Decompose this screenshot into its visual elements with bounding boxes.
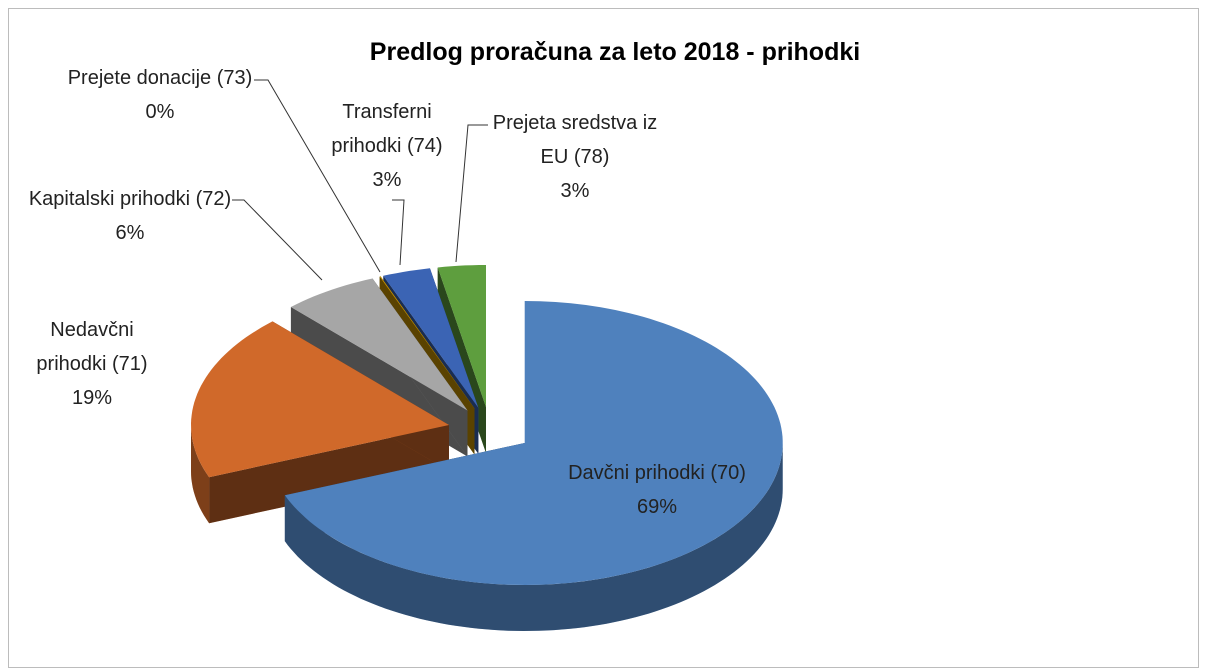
category-label: Nedavčni prihodki (71) bbox=[36, 319, 148, 375]
slice-top bbox=[284, 301, 783, 585]
value-label: 0% bbox=[145, 101, 175, 123]
data-label: Nedavčni prihodki (71) 19% bbox=[17, 313, 167, 415]
category-label: Prejete donacije (73) bbox=[67, 67, 253, 89]
slice-top bbox=[191, 321, 449, 478]
value-label: 19% bbox=[71, 387, 113, 409]
slice bbox=[191, 321, 449, 524]
leader-lines bbox=[232, 79, 488, 281]
leader-line bbox=[254, 79, 381, 273]
data-label: Transferni prihodki (74) 3% bbox=[312, 95, 462, 197]
value-label: 6% bbox=[115, 222, 145, 244]
data-label: Kapitalski prihodki (72) 6% bbox=[28, 182, 233, 250]
slice-wall-shade bbox=[191, 425, 210, 524]
data-label: Davčni prihodki (70) 69% bbox=[557, 456, 757, 524]
chart bbox=[191, 79, 783, 631]
slice-wall-shade bbox=[284, 443, 783, 631]
category-label: Kapitalski prihodki (72) bbox=[28, 188, 232, 210]
value-label: 69% bbox=[636, 496, 678, 518]
slice-wall bbox=[191, 425, 210, 524]
slice-top bbox=[383, 268, 479, 408]
category-label: Prejeta sredstva iz EU (78) bbox=[492, 112, 658, 168]
category-label: Davčni prihodki (70) bbox=[568, 462, 746, 484]
slice bbox=[284, 301, 783, 631]
leader-line bbox=[392, 199, 405, 266]
chart-title: Predlog proračuna za leto 2018 - prihodk… bbox=[369, 38, 861, 66]
data-label: Prejete donacije (73) 0% bbox=[60, 61, 260, 129]
slice-top bbox=[437, 265, 486, 407]
slice-wall bbox=[284, 443, 783, 631]
value-label: 3% bbox=[560, 180, 590, 202]
slice-top bbox=[290, 278, 468, 411]
value-label: 3% bbox=[372, 169, 402, 191]
slice-top bbox=[379, 276, 475, 409]
leader-line bbox=[232, 199, 323, 281]
slice-side-shade bbox=[209, 425, 449, 524]
category-label: Transferni prihodki (74) bbox=[331, 101, 443, 157]
leader-line bbox=[455, 124, 488, 263]
page: Predlog proračuna za leto 2018 - prihodk… bbox=[8, 8, 1199, 668]
data-label: Prejeta sredstva iz EU (78) 3% bbox=[483, 106, 668, 208]
